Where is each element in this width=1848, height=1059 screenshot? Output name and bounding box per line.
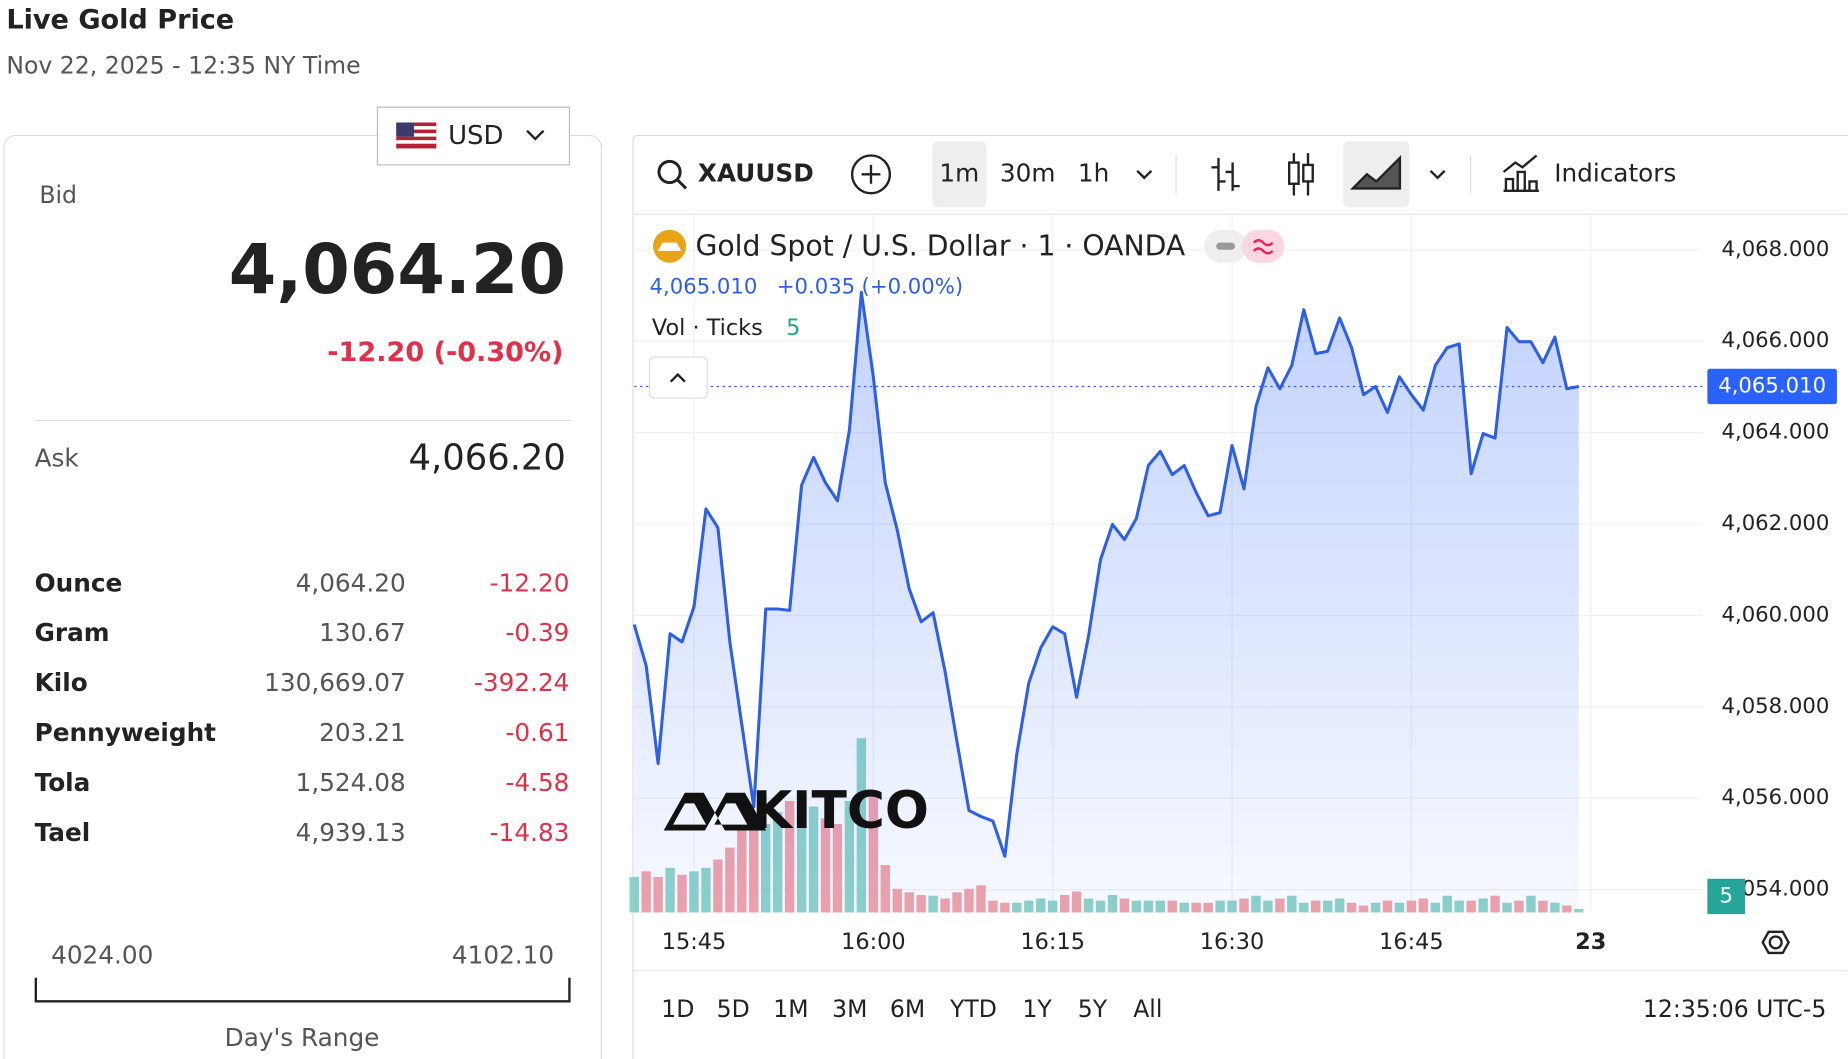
ask-label: Ask — [35, 443, 80, 472]
range-button[interactable]: 3M — [832, 995, 867, 1023]
toggle-icon — [1216, 242, 1235, 250]
legend-price: 4,065.010 — [650, 273, 758, 298]
interval[interactable]: 1m — [939, 158, 979, 187]
logo-text: KITCO — [752, 781, 929, 841]
range-button[interactable]: 5D — [717, 995, 750, 1023]
legend-change: +0.035 — [777, 273, 855, 298]
x-tick-label: 16:00 — [841, 929, 905, 955]
y-tick-label: 4,068.000 — [1721, 236, 1829, 261]
interval-menu[interactable] — [1136, 169, 1153, 180]
toggle[interactable] — [1242, 229, 1285, 263]
range-button[interactable]: 6M — [890, 995, 925, 1023]
range-low: 4024.00 — [51, 941, 153, 970]
clock: 12:35:06 UTC-5 — [1643, 995, 1826, 1023]
y-tick-label: 4,064.000 — [1721, 419, 1829, 444]
settings-button[interactable] — [1761, 930, 1790, 955]
range-button[interactable]: All — [1133, 995, 1162, 1023]
last-price-badge — [1707, 368, 1837, 405]
candle-icon — [1287, 161, 1300, 185]
unit-name: Tola — [35, 768, 91, 797]
interval[interactable]: 1h — [1078, 158, 1109, 187]
y-tick-label: 4,060.000 — [1721, 601, 1829, 626]
unit-price: 130.67 — [319, 618, 406, 647]
range-button[interactable]: 1Y — [1022, 995, 1052, 1023]
unit-price: 4,939.13 — [296, 818, 406, 847]
price-card — [3, 134, 602, 1059]
price-area — [634, 292, 1579, 913]
last-price-label: 4,065.010 — [1718, 372, 1826, 397]
area-style-button[interactable] — [1349, 155, 1402, 190]
interval[interactable]: 30m — [1000, 158, 1056, 187]
style-menu[interactable] — [1429, 169, 1446, 180]
x-tick-label: 23 — [1575, 929, 1606, 955]
indicators-label[interactable]: Indicators — [1554, 158, 1676, 187]
chart-title: Gold Spot / U.S. Dollar · 1 · OANDA — [695, 229, 1185, 262]
compare-button[interactable] — [850, 154, 892, 195]
indicators-button[interactable]: Indicators — [1502, 154, 1677, 193]
symbol[interactable]: XAUUSD — [698, 158, 814, 187]
range-button[interactable]: 1D — [661, 995, 694, 1023]
unit-name: Pennyweight — [35, 718, 217, 747]
range-high: 4102.10 — [452, 941, 554, 970]
unit-change: -392.24 — [474, 668, 569, 697]
y-tick-label: 4,062.000 — [1721, 510, 1829, 535]
range-bar: 1D 5D 1M 3M 6M YTD 1Y 5Y All — [661, 995, 1162, 1023]
x-tick-label: 15:45 — [662, 929, 726, 955]
range-label: Day's Range — [225, 1023, 380, 1052]
logo: KITCO — [663, 781, 929, 841]
range-button[interactable]: YTD — [949, 995, 997, 1023]
legend-change-pct: (+0.00%) — [862, 273, 964, 298]
unit-change: -14.83 — [490, 818, 570, 847]
volume-last: 5 — [786, 315, 800, 341]
area-style-active — [1343, 141, 1410, 208]
bid-price: 4,064.20 — [229, 231, 566, 310]
bar-style-button[interactable] — [1211, 157, 1240, 191]
unit-price: 203.21 — [319, 718, 406, 747]
page-subtitle: Nov 22, 2025 - 12:35 NY Time — [6, 52, 360, 80]
unit-name: Kilo — [35, 668, 88, 697]
volume-label: Vol · Ticks — [652, 315, 763, 341]
unit-price: 130,669.07 — [264, 668, 406, 697]
symbol-search[interactable]: XAUUSD — [657, 158, 814, 190]
y-tick-label: 4,056.000 — [1721, 784, 1829, 809]
currency-select[interactable]: USD — [376, 106, 571, 166]
unit-price: 1,524.08 — [296, 768, 406, 797]
unit-name: Ounce — [35, 568, 123, 597]
candle-icon — [1302, 163, 1314, 183]
x-tick-label: 16:15 — [1020, 929, 1084, 955]
symbol-icon — [657, 242, 682, 251]
unit-change: -12.20 — [490, 568, 570, 597]
unit-name: Gram — [35, 618, 110, 647]
ask-price: 4,066.20 — [409, 437, 566, 478]
y-tick-label: 4,058.000 — [1721, 693, 1829, 718]
range-button[interactable]: 5Y — [1078, 995, 1108, 1023]
range-button[interactable]: 1M — [773, 995, 808, 1023]
plot: 4,054.0004,056.0004,058.0004,060.0004,06… — [629, 215, 1837, 955]
collapse-button[interactable] — [648, 356, 708, 399]
currency-label[interactable]: USD — [448, 121, 503, 151]
range-bar — [34, 977, 571, 1003]
unit-name: Tael — [35, 818, 91, 847]
price-line — [632, 290, 1580, 858]
toggle-icon — [1253, 239, 1274, 255]
unit-price: 4,064.20 — [296, 568, 406, 597]
unit-change: -4.58 — [505, 768, 569, 797]
y-tick-label: 4,066.000 — [1721, 327, 1829, 352]
x-tick-label: 16:30 — [1200, 929, 1264, 955]
unit-change: -0.39 — [505, 618, 569, 647]
unit-change: -0.61 — [505, 718, 569, 747]
interval-active — [932, 141, 987, 208]
x-tick-label: 16:45 — [1379, 929, 1443, 955]
bid-label: Bid — [39, 181, 77, 209]
bid-change: -12.20 (-0.30%) — [327, 337, 563, 368]
page-title: Live Gold Price — [6, 5, 234, 36]
volume-badge-label: 5 — [1719, 882, 1732, 907]
unit-table: Ounce 4,064.20 -12.20 Gram 130.67 -0.39 Kilo 13… — [35, 568, 570, 847]
volume-badge — [1707, 878, 1746, 915]
